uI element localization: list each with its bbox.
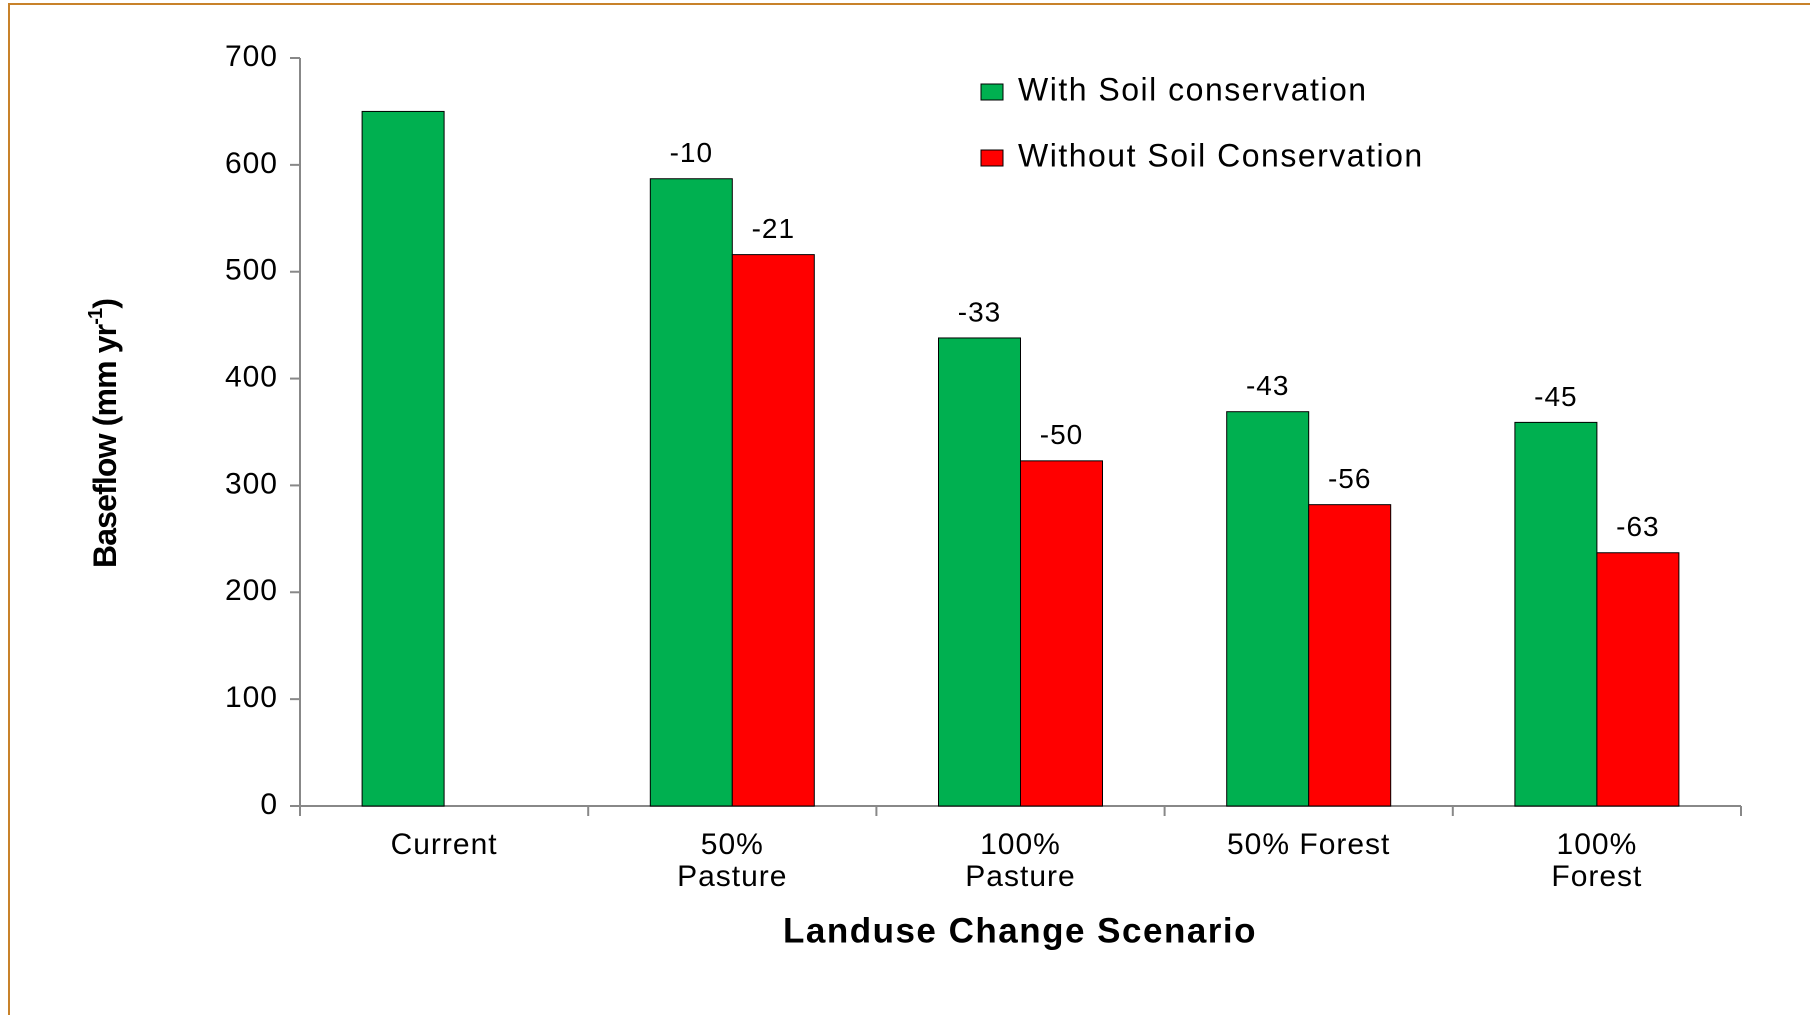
y-tick-label: 100 — [225, 681, 278, 714]
y-tick-label: 200 — [225, 574, 278, 607]
change-label: -56 — [1328, 463, 1371, 494]
legend-swatch — [980, 149, 1004, 167]
y-tick-label: 700 — [225, 40, 278, 73]
legend-swatch — [980, 83, 1004, 101]
change-label: -10 — [670, 137, 713, 168]
y-axis-title-text: Baseflow (mm yr — [87, 324, 123, 568]
y-tick-label: 500 — [225, 254, 278, 287]
y-tick-label: 300 — [225, 467, 278, 500]
bar — [361, 110, 445, 807]
y-tick-label: 400 — [225, 360, 278, 393]
change-label: -21 — [752, 213, 795, 244]
bar — [1308, 504, 1392, 807]
x-tick-label: Forest — [1551, 860, 1642, 893]
change-label: -33 — [958, 296, 1001, 327]
change-label: -45 — [1534, 381, 1577, 412]
bar — [731, 254, 815, 807]
change-label: -50 — [1040, 419, 1083, 450]
y-axis-title-suffix: ) — [87, 298, 123, 309]
bar — [649, 178, 733, 807]
change-label: -43 — [1246, 370, 1289, 401]
y-tick-label: 600 — [225, 147, 278, 180]
change-label: -63 — [1616, 511, 1659, 542]
bar — [1226, 411, 1310, 807]
y-axis-title: Baseflow (mm yr-1) — [85, 298, 123, 568]
x-tick-label: 50% Forest — [1227, 828, 1390, 861]
bar — [1596, 552, 1680, 807]
x-tick-label: 100% — [1557, 828, 1638, 861]
x-tick-label: 100% — [980, 828, 1061, 861]
bar — [1020, 460, 1103, 807]
y-axis-title-sup: -1 — [85, 308, 107, 325]
x-axis-title: Landuse Change Scenario — [783, 911, 1257, 950]
bar — [938, 337, 1021, 807]
x-tick-label: 50% — [701, 828, 764, 861]
legend-label: Without Soil Conservation — [1018, 137, 1424, 173]
y-tick-label: 0 — [260, 788, 278, 821]
bar — [1514, 421, 1598, 807]
frame — [8, 3, 1810, 1015]
legend-label: With Soil conservation — [1018, 71, 1368, 107]
x-tick-label: Pasture — [677, 860, 787, 893]
x-tick-label: Current — [391, 828, 498, 861]
x-tick-label: Pasture — [965, 860, 1075, 893]
